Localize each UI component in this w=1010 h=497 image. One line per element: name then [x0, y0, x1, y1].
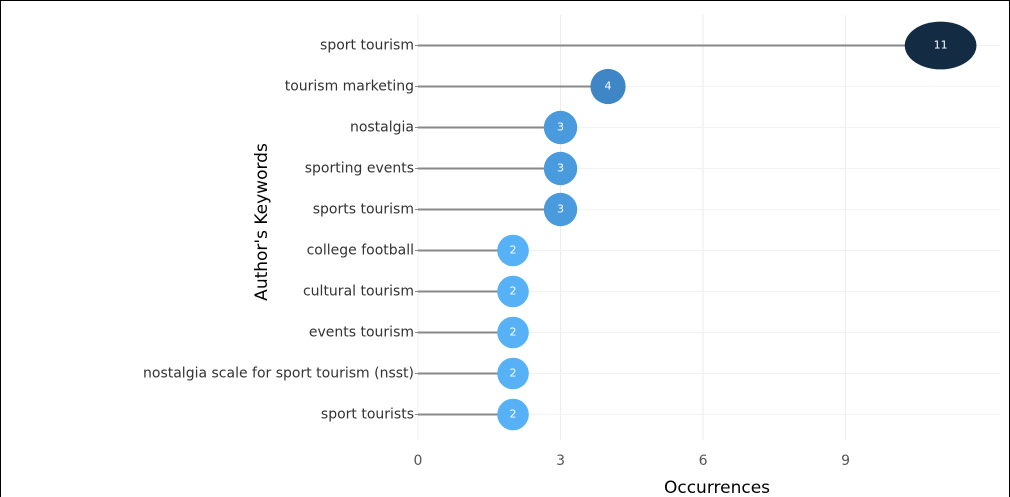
y-tick-label: events tourism [309, 325, 414, 341]
dot [904, 21, 977, 70]
dot [543, 110, 578, 145]
y-tick-label: nostalgia scale for sport tourism (nsst) [143, 366, 414, 382]
dot [497, 275, 529, 308]
data-label: 4 [605, 80, 612, 93]
data-label: 2 [510, 244, 517, 257]
data-label: 3 [557, 162, 564, 175]
data-label: 11 [934, 39, 948, 52]
data-label: 2 [510, 367, 517, 380]
dot [543, 151, 578, 186]
data-label: 2 [510, 285, 517, 298]
x-tick-label: 0 [414, 453, 423, 469]
dot [497, 234, 529, 267]
dot [497, 316, 529, 349]
x-axis-title: Occurrences [664, 478, 770, 497]
data-label: 2 [510, 408, 517, 421]
dot [590, 68, 626, 105]
dot [497, 398, 529, 431]
data-label: 3 [557, 203, 564, 216]
y-tick-label: sports tourism [313, 202, 414, 218]
y-axis-title: Author's Keywords [252, 143, 272, 301]
x-tick-label: 9 [841, 453, 850, 469]
dot [497, 357, 529, 390]
data-label: 3 [557, 121, 564, 134]
y-tick-label: sport tourism [320, 38, 414, 54]
x-tick-label: 6 [699, 453, 708, 469]
dot [543, 192, 578, 227]
y-tick-label: cultural tourism [303, 284, 414, 300]
y-tick-label: college football [307, 243, 414, 259]
y-tick-label: sport tourists [321, 407, 414, 423]
y-tick-label: tourism marketing [285, 79, 414, 95]
y-tick-label: nostalgia [350, 120, 414, 136]
data-label: 2 [510, 326, 517, 339]
y-tick-label: sporting events [305, 161, 414, 177]
x-tick-label: 3 [556, 453, 565, 469]
